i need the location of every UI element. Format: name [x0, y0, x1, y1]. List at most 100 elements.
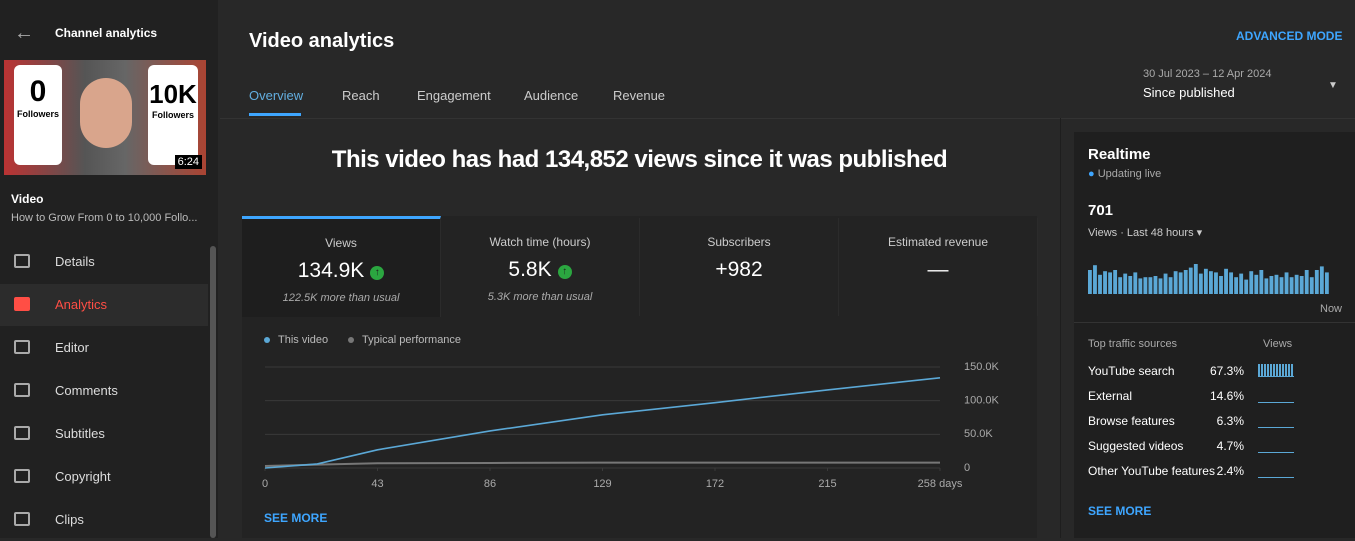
- nav-icon: [14, 469, 30, 483]
- realtime-bar: [1198, 273, 1203, 294]
- realtime-see-more[interactable]: SEE MORE: [1088, 504, 1152, 518]
- tab[interactable]: Engagement: [417, 88, 491, 103]
- nav-label: Analytics: [55, 297, 108, 312]
- realtime-bar: [1324, 272, 1329, 294]
- sparkline: [1258, 364, 1294, 377]
- nav-label: Details: [55, 254, 95, 269]
- traffic-source[interactable]: YouTube search 67.3%: [1088, 364, 1294, 378]
- x-tick-label: 215: [818, 478, 836, 490]
- series-line: [264, 376, 941, 469]
- metric-card[interactable]: Views 134.9K ↑ 122.5K more than usual: [242, 216, 441, 317]
- legend-dot: [264, 337, 270, 343]
- date-range[interactable]: 30 Jul 2023 – 12 Apr 2024: [1143, 68, 1272, 80]
- realtime-bar: [1103, 271, 1107, 294]
- metric-card[interactable]: Estimated revenue —: [839, 218, 1038, 316]
- realtime-bar: [1289, 277, 1294, 294]
- realtime-bar: [1118, 277, 1123, 294]
- nav-item[interactable]: Clips: [0, 499, 208, 541]
- realtime-count: 701: [1088, 202, 1114, 219]
- tab[interactable]: Reach: [342, 88, 380, 103]
- legend-dot: [348, 337, 354, 343]
- metric-card[interactable]: Watch time (hours) 5.8K ↑ 5.3K more than us…: [441, 218, 640, 316]
- realtime-title: Realtime: [1088, 146, 1151, 163]
- realtime-bar: [1093, 265, 1097, 294]
- legend-label: Typical performance: [362, 334, 461, 346]
- see-more[interactable]: SEE MORE: [264, 511, 328, 525]
- realtime-bar: [1188, 267, 1193, 294]
- realtime-period[interactable]: Views · Last 48 hours ▾: [1088, 227, 1203, 239]
- metric-note: 122.5K more than usual: [282, 292, 400, 304]
- realtime-bar: [1178, 272, 1183, 294]
- nav-item[interactable]: Subtitles: [0, 413, 208, 455]
- nav-item[interactable]: Details: [0, 241, 208, 283]
- sidebar: ← Channel analytics 0 Followers 10K Foll…: [0, 0, 218, 538]
- realtime-bar: [1148, 277, 1153, 294]
- realtime-bar: [1193, 264, 1198, 294]
- realtime-bar: [1123, 273, 1128, 294]
- realtime-bar: [1274, 274, 1279, 294]
- realtime-bar: [1168, 277, 1173, 294]
- traffic-source[interactable]: Browse features 6.3%: [1088, 414, 1294, 428]
- metric-card[interactable]: Subscribers +982: [640, 218, 839, 316]
- trend-up: ↑: [370, 266, 385, 280]
- thumbnail[interactable]: 0 Followers 10K Followers 6:24: [4, 60, 206, 175]
- advanced-mode[interactable]: ADVANCED MODE: [1236, 29, 1343, 43]
- source-name: Suggested videos: [1088, 439, 1184, 453]
- nav-item[interactable]: Comments: [0, 370, 208, 412]
- back-arrow[interactable]: ←: [14, 22, 34, 44]
- nav-item[interactable]: Editor: [0, 327, 208, 369]
- tab[interactable]: Overview: [249, 88, 304, 103]
- realtime-bar: [1128, 276, 1133, 294]
- video-title: How to Grow From 0 to 10,000 Follo...: [11, 212, 198, 224]
- realtime-bar: [1284, 272, 1289, 294]
- realtime-bar: [1098, 274, 1102, 294]
- sparkline: [1258, 473, 1294, 478]
- realtime-bar: [1219, 276, 1223, 294]
- metric-label: Views: [325, 236, 357, 250]
- realtime-bar: [1108, 272, 1113, 294]
- headline: This video has had 134,852 views since i…: [331, 146, 948, 173]
- traffic-source[interactable]: Other YouTube features 2.4%: [1088, 464, 1294, 478]
- realtime-bar: [1319, 266, 1324, 294]
- period[interactable]: Since published: [1143, 85, 1235, 100]
- realtime-bar: [1163, 273, 1168, 294]
- traffic-source[interactable]: Suggested videos 4.7%: [1088, 439, 1294, 453]
- realtime-bar: [1304, 270, 1309, 294]
- realtime-bar: [1158, 278, 1163, 294]
- sparkline: [1258, 423, 1294, 428]
- traffic-source[interactable]: External 14.6%: [1088, 389, 1294, 403]
- value-text: 5.8K: [508, 258, 552, 281]
- realtime-bar: [1314, 270, 1319, 294]
- sparkline: [1258, 448, 1294, 453]
- value-text: —: [927, 258, 949, 281]
- metric-value: 5.8K ↑: [441, 258, 639, 282]
- realtime-bar: [1294, 274, 1299, 294]
- metric-label: Watch time (hours): [489, 235, 591, 249]
- realtime-bar: [1173, 271, 1178, 294]
- realtime-bar: [1244, 279, 1249, 294]
- channel-analytics: Channel analytics: [55, 26, 158, 40]
- dropdown-arrow[interactable]: ▼: [1328, 80, 1338, 91]
- trend-up: ↑: [557, 265, 572, 279]
- realtime-bar: [1309, 277, 1314, 294]
- metric-label: Estimated revenue: [887, 235, 989, 249]
- realtime-bar: [1259, 270, 1264, 294]
- realtime-bar: [1138, 278, 1143, 294]
- realtime-bar: [1234, 277, 1239, 294]
- nav-item[interactable]: Analytics: [0, 284, 208, 326]
- realtime-bar: [1143, 277, 1148, 294]
- tab[interactable]: Audience: [524, 88, 579, 103]
- x-tick-label: 0: [262, 478, 268, 490]
- nav-item[interactable]: Copyright: [0, 456, 208, 498]
- video-label: Video: [11, 192, 44, 206]
- y-tick-label: 150.0K: [964, 361, 1000, 373]
- y-tick-label: 50.0K: [964, 428, 993, 440]
- views-chart: 0 50.0K 100.0K 150.0K 0 43 86 129 172 215 258 days…: [262, 334, 1000, 490]
- status-text: Updating live: [1097, 168, 1162, 180]
- tab[interactable]: Revenue: [613, 88, 666, 103]
- realtime-bar: [1133, 272, 1138, 294]
- duration: 6:24: [174, 155, 202, 169]
- realtime-bar: [1299, 276, 1304, 294]
- realtime-status: ● Updating live: [1088, 168, 1162, 180]
- metric-value: +982: [640, 258, 838, 282]
